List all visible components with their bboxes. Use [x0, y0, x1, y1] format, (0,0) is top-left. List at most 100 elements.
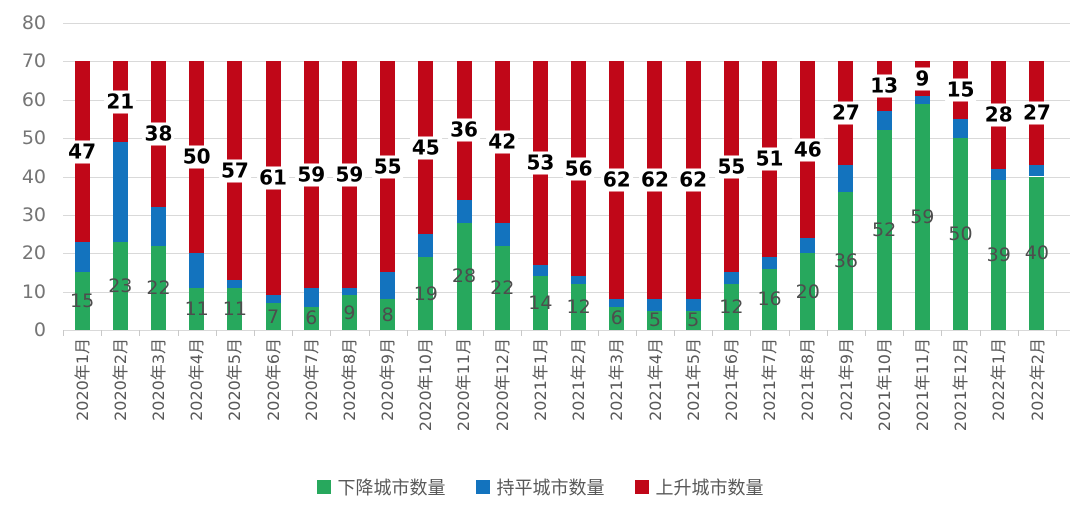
data-label-down: 12	[566, 295, 591, 318]
x-axis-tick	[253, 330, 255, 336]
x-axis-category-label: 2021年8月	[798, 338, 818, 421]
bar-segment-down	[723, 283, 739, 330]
x-axis-tick	[215, 330, 217, 336]
legend-swatch-flat-icon	[475, 480, 490, 494]
x-axis-tick	[865, 330, 867, 336]
x-axis-tick	[521, 330, 523, 336]
bar-segment-flat	[953, 118, 969, 139]
data-label-up: 15	[944, 77, 977, 102]
x-axis-tick	[750, 330, 752, 336]
legend: 下降城市数量 持平城市数量 上升城市数量	[0, 474, 1080, 500]
data-label-down: 11	[222, 297, 247, 320]
y-axis-tick-label: 60	[21, 88, 46, 111]
x-axis-category-label: 2020年6月	[263, 338, 283, 421]
gridline	[63, 330, 1070, 331]
bar-segment-down	[227, 287, 243, 330]
legend-item-flat[interactable]: 持平城市数量	[475, 474, 605, 500]
y-axis-tick-label: 80	[21, 12, 46, 34]
data-label-up: 28	[982, 102, 1015, 127]
x-axis-category-label: 2021年4月	[645, 338, 665, 421]
x-axis-category-label: 2021年12月	[951, 338, 971, 432]
bar-segment-flat	[303, 287, 319, 307]
data-label-up: 59	[295, 162, 328, 187]
gridline	[63, 214, 1070, 216]
bar-segment-flat	[762, 257, 778, 269]
data-label-up: 46	[791, 137, 824, 162]
y-axis-tick-label: 30	[21, 203, 46, 226]
data-label-up: 51	[753, 146, 786, 171]
bar-segment-flat	[723, 272, 739, 284]
x-axis-tick	[139, 330, 141, 336]
data-label-up: 45	[409, 135, 442, 160]
x-axis-tick	[635, 330, 637, 336]
y-axis-tick-label: 40	[21, 165, 46, 188]
bar-segment-flat	[609, 299, 625, 307]
bar-segment-down	[647, 310, 663, 330]
data-label-up: 62	[639, 167, 671, 192]
data-label-up: 57	[218, 158, 251, 183]
x-axis-category-label: 2021年1月	[530, 338, 550, 421]
data-label-up: 38	[142, 121, 175, 146]
data-label-down: 20	[795, 280, 820, 303]
bar-segment-down	[380, 299, 396, 330]
bar-segment-flat	[800, 237, 816, 254]
bar-segment-down	[838, 191, 854, 330]
bar-segment-down	[685, 310, 701, 330]
x-axis-tick	[674, 330, 676, 336]
legend-swatch-up-icon	[634, 480, 649, 494]
bar-segment-down	[150, 245, 166, 330]
bar-segment-down	[74, 272, 90, 330]
data-label-up: 62	[677, 167, 710, 192]
bar-segment-down	[609, 306, 625, 330]
x-axis-category-label: 2020年11月	[454, 338, 474, 432]
data-label-down: 15	[70, 290, 95, 313]
x-axis-category-label: 2020年4月	[187, 338, 207, 421]
x-axis-category-label: 2020年7月	[301, 338, 321, 421]
data-label-down: 11	[184, 297, 209, 320]
bar-segment-flat	[265, 295, 281, 304]
bar-segment-flat	[838, 164, 854, 192]
data-label-down: 40	[1024, 242, 1049, 265]
bar-segment-flat	[189, 253, 205, 288]
bar-segment-flat	[647, 299, 663, 311]
data-label-down: 28	[451, 265, 477, 288]
data-label-up: 59	[333, 162, 366, 187]
bar-segment-flat	[418, 234, 434, 258]
data-label-up: 42	[486, 129, 519, 154]
bar-segment-flat	[380, 272, 396, 300]
x-axis-category-label: 2021年6月	[721, 338, 741, 421]
x-axis-category-label: 2020年8月	[339, 338, 359, 421]
data-label-up: 27	[830, 100, 862, 125]
x-axis-category-label: 2020年10月	[416, 338, 436, 432]
bar-segment-flat	[991, 168, 1007, 181]
data-label-down: 6	[610, 307, 623, 330]
x-axis-tick	[979, 330, 981, 336]
data-label-down: 6	[305, 307, 318, 330]
data-label-up: 50	[180, 144, 213, 169]
data-label-up: 61	[257, 165, 289, 190]
bar-segment-down	[341, 295, 357, 330]
data-label-up: 55	[371, 154, 404, 179]
bar-segment-down	[876, 130, 892, 330]
legend-item-down[interactable]: 下降城市数量	[316, 474, 446, 500]
data-label-down: 7	[267, 305, 280, 328]
x-axis-tick	[406, 330, 408, 336]
bar-segment-down	[303, 306, 319, 330]
bar-segment-down	[1029, 176, 1045, 330]
x-axis-tick	[903, 330, 905, 336]
legend-label-up: 上升城市数量	[655, 478, 764, 499]
data-label-down: 9	[343, 301, 356, 324]
x-axis-tick	[559, 330, 561, 336]
bar-segment-flat	[341, 287, 357, 296]
bar-segment-flat	[494, 222, 510, 246]
legend-item-up[interactable]: 上升城市数量	[634, 474, 764, 500]
bar-segment-down	[571, 283, 587, 330]
x-axis-category-label: 2021年11月	[912, 338, 932, 432]
bar-segment-flat	[571, 276, 587, 284]
legend-label-down: 下降城市数量	[337, 478, 446, 499]
y-axis-tick-label: 70	[21, 50, 46, 73]
bar-segment-down	[953, 138, 969, 330]
x-axis-category-label: 2021年3月	[607, 338, 627, 421]
data-label-down: 5	[648, 309, 662, 332]
